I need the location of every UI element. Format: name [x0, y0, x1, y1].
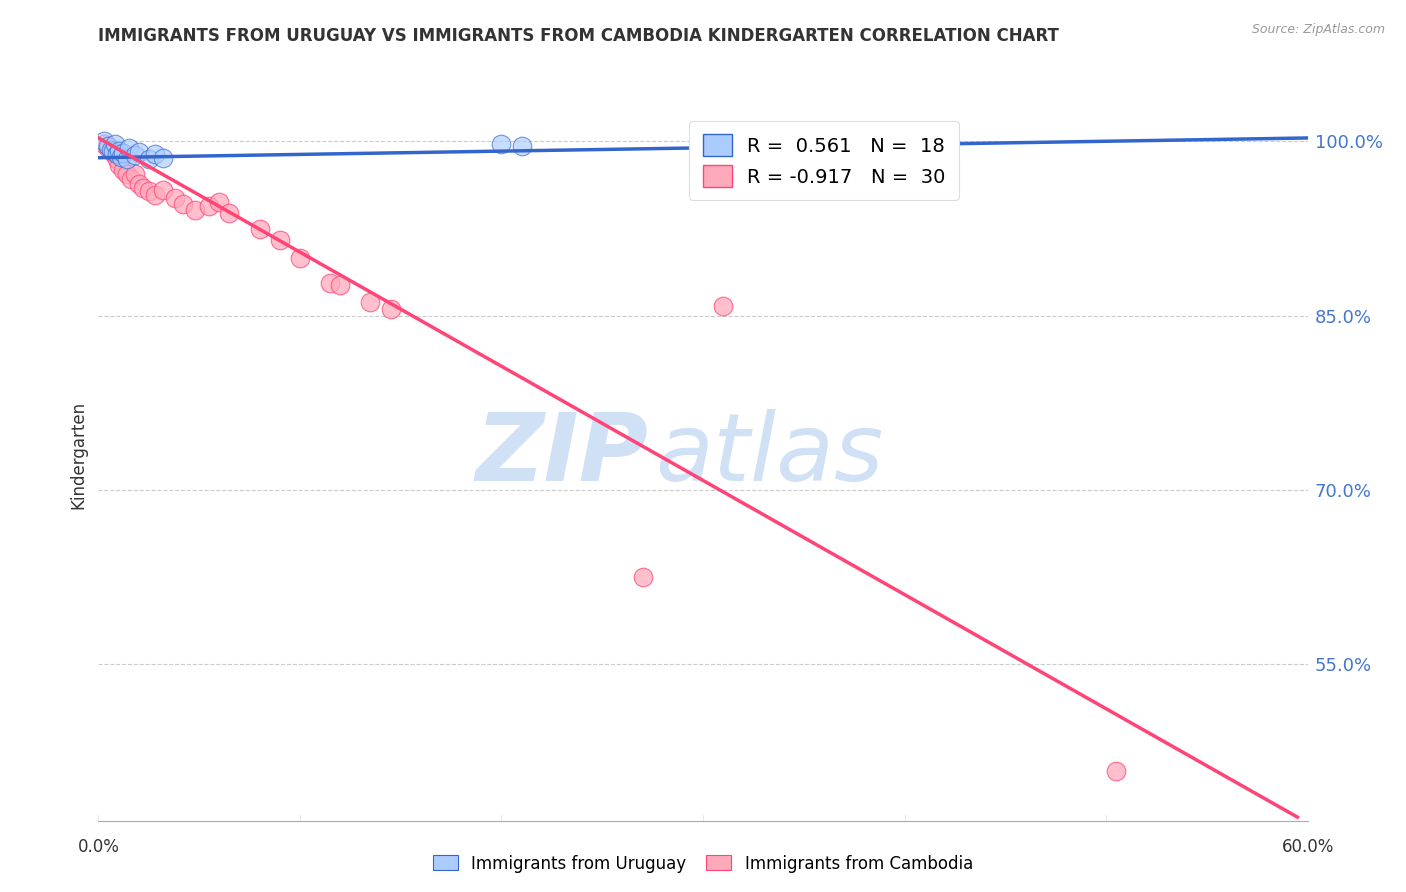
Point [143, 187, 166, 202]
Point [105, 147, 128, 161]
Point [329, 278, 352, 293]
Point [132, 181, 155, 195]
Point [360, 294, 382, 309]
Point [128, 178, 150, 192]
Point [124, 167, 146, 181]
Text: IMMIGRANTS FROM URUGUAY VS IMMIGRANTS FROM CAMBODIA KINDERGARTEN CORRELATION CHA: IMMIGRANTS FROM URUGUAY VS IMMIGRANTS FR… [98, 27, 1059, 45]
Point [491, 136, 513, 151]
Point [510, 139, 533, 153]
Text: atlas: atlas [655, 409, 883, 500]
Point [138, 185, 160, 199]
Point [128, 145, 150, 159]
Point [101, 146, 124, 161]
Point [93, 136, 115, 151]
Point [111, 163, 134, 178]
Point [101, 144, 124, 158]
Point [152, 183, 174, 197]
Point [184, 202, 207, 217]
Point [103, 136, 125, 151]
Point [288, 251, 311, 265]
Point [111, 146, 134, 161]
Text: 60.0%: 60.0% [1281, 838, 1334, 856]
Legend: Immigrants from Uruguay, Immigrants from Cambodia: Immigrants from Uruguay, Immigrants from… [426, 848, 980, 880]
Point [152, 151, 174, 165]
Point [218, 206, 240, 220]
Point [97, 139, 120, 153]
Point [115, 152, 138, 166]
Point [115, 167, 138, 181]
Point [198, 199, 221, 213]
Text: Source: ZipAtlas.com: Source: ZipAtlas.com [1251, 22, 1385, 36]
Legend: R =  0.561   N =  18, R = -0.917   N =  30: R = 0.561 N = 18, R = -0.917 N = 30 [689, 120, 959, 200]
Point [269, 233, 291, 247]
Point [107, 144, 129, 158]
Point [100, 143, 122, 157]
Point [143, 147, 166, 161]
Point [118, 141, 141, 155]
Point [1105, 764, 1128, 778]
Point [120, 171, 142, 186]
Point [631, 570, 654, 584]
Point [107, 158, 129, 172]
Point [208, 194, 231, 209]
Text: 0.0%: 0.0% [77, 838, 120, 856]
Point [380, 301, 402, 316]
Text: ZIP: ZIP [475, 409, 648, 501]
Point [110, 149, 132, 163]
Point [163, 191, 186, 205]
Point [319, 276, 342, 290]
Point [93, 135, 115, 149]
Point [124, 148, 146, 162]
Point [97, 141, 120, 155]
Point [711, 299, 734, 313]
Point [172, 197, 194, 211]
Point [138, 152, 160, 166]
Point [249, 221, 271, 235]
Point [105, 152, 128, 166]
Y-axis label: Kindergarten: Kindergarten [69, 401, 87, 509]
